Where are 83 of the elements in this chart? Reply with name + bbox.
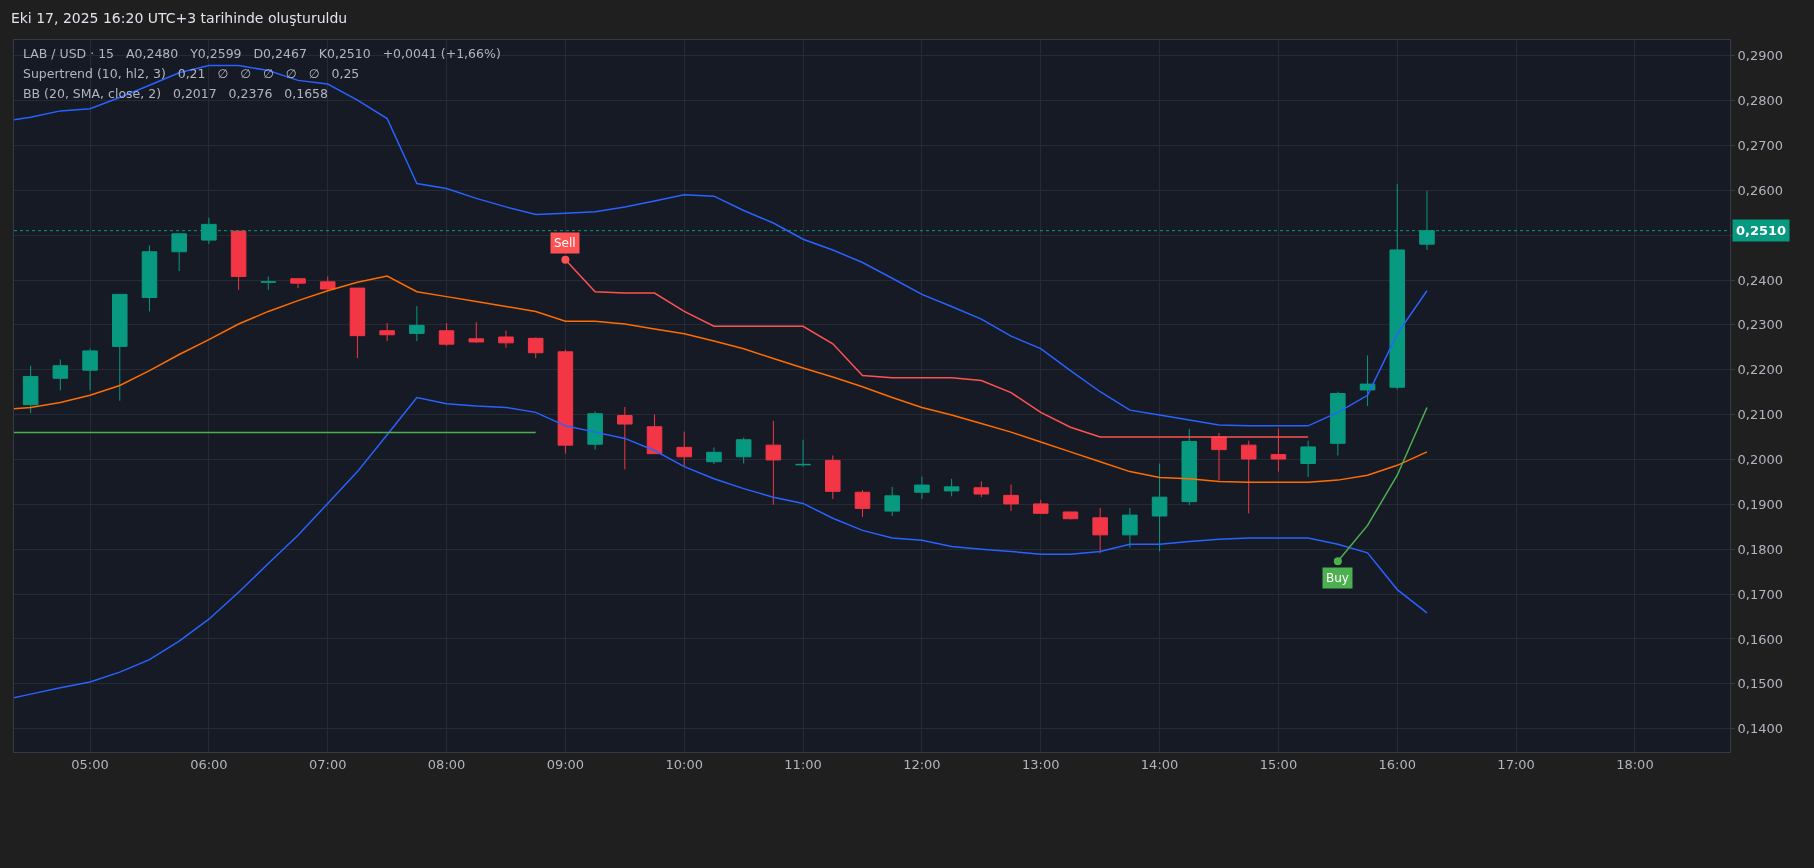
candlestick (1211, 432, 1227, 482)
line-series (14, 64, 1428, 427)
candlestick (290, 278, 306, 289)
candlestick (973, 480, 990, 498)
candlestick (22, 365, 39, 414)
y-tick-label: 0,1900 (1737, 496, 1784, 512)
x-tick-label: 10:00 (665, 756, 703, 772)
annotation: Supertrend (10, hl2, 3) 0,21 ∅ ∅ ∅ ∅ ∅ 0,25 (23, 66, 360, 81)
candlestick (676, 431, 693, 468)
candlestick (141, 244, 158, 312)
x-tick-label: 13:00 (1022, 756, 1060, 772)
candlestick (1270, 428, 1287, 473)
x-tick-label: 08:00 (427, 756, 466, 772)
line-series (14, 275, 1428, 484)
x-tick-label: 09:00 (546, 756, 585, 772)
candlestick (825, 454, 841, 500)
candlestick (1032, 499, 1049, 515)
candlestick (1062, 511, 1079, 521)
annotation: LAB / USD · 15 A0,2480 Y0,2599 D0,2467 K0,2510 +0,0041 (+1,66%) (23, 46, 501, 61)
line-series (14, 396, 1428, 699)
candlestick (349, 287, 366, 359)
candlestick (1300, 440, 1316, 478)
candlestick (646, 414, 663, 455)
candlestick (498, 330, 514, 349)
y-tick-label: 0,2000 (1737, 452, 1784, 468)
candlestick (52, 358, 69, 391)
candlestick (319, 275, 336, 291)
y-tick-label: 0,1400 (1737, 721, 1784, 737)
candlestick (914, 476, 930, 500)
candlestick (230, 230, 247, 291)
candlestick (379, 322, 395, 342)
candlestick (468, 321, 485, 344)
candlestick (854, 489, 871, 518)
y-tick-label: 0,2400 (1737, 272, 1784, 288)
candlestick (1330, 391, 1346, 456)
candlestick (1122, 507, 1138, 549)
annotation: Sell (554, 236, 576, 250)
candlestick (260, 275, 277, 291)
candlestick (171, 233, 187, 272)
x-tick-label: 12:00 (903, 756, 941, 772)
y-tick-label: 0,2200 (1737, 362, 1784, 378)
y-tick-label: 0,1800 (1737, 541, 1784, 557)
candlestick (82, 348, 98, 391)
annotation: Buy (1326, 571, 1349, 585)
y-tick-label: 0,2700 (1737, 137, 1784, 153)
y-tick-label: 0,1600 (1737, 631, 1784, 647)
chart-title: Eki 17, 2025 16:20 UTC+3 tarihinde oluşturuldu (10, 9, 348, 26)
y-tick-label: 0,1700 (1737, 586, 1784, 602)
x-tick-label: 07:00 (309, 756, 347, 772)
candlestick (795, 439, 811, 468)
candlestick (1092, 507, 1108, 554)
candlestick (111, 293, 128, 402)
y-tick-label: 0,2800 (1737, 93, 1784, 109)
candlestick (943, 478, 960, 497)
x-tick-label: 05:00 (71, 756, 109, 772)
candlestick (527, 336, 544, 359)
candlestick (1359, 354, 1376, 407)
candlestick (1151, 463, 1168, 552)
candlestick (1240, 440, 1257, 514)
x-tick-label: 11:00 (784, 756, 822, 772)
x-tick-label: 17:00 (1497, 756, 1535, 772)
y-tick-label: 0,2900 (1737, 48, 1784, 64)
candlestick (617, 406, 633, 470)
candlestick (706, 446, 722, 465)
y-tick-label: 0,2600 (1737, 182, 1784, 198)
x-tick-label: 18:00 (1616, 756, 1654, 772)
x-tick-label: 14:00 (1140, 756, 1179, 772)
candlestick (735, 437, 752, 465)
candlestick (1181, 428, 1198, 506)
x-tick-label: 06:00 (190, 756, 228, 772)
y-tick-label: 0,1500 (1737, 676, 1784, 692)
candlestick (438, 322, 455, 347)
x-tick-label: 16:00 (1378, 756, 1416, 772)
ref-line-label: 0,2510 (1736, 223, 1787, 238)
candlestick (409, 305, 425, 342)
candlestick (557, 349, 574, 455)
candlestick (587, 410, 603, 451)
candlestick (765, 420, 782, 506)
x-tick-label: 15:00 (1259, 756, 1298, 772)
y-tick-label: 0,2100 (1737, 407, 1784, 423)
candlestick (884, 486, 900, 517)
candlestick (1003, 484, 1019, 512)
y-tick-label: 0,2300 (1737, 317, 1784, 333)
